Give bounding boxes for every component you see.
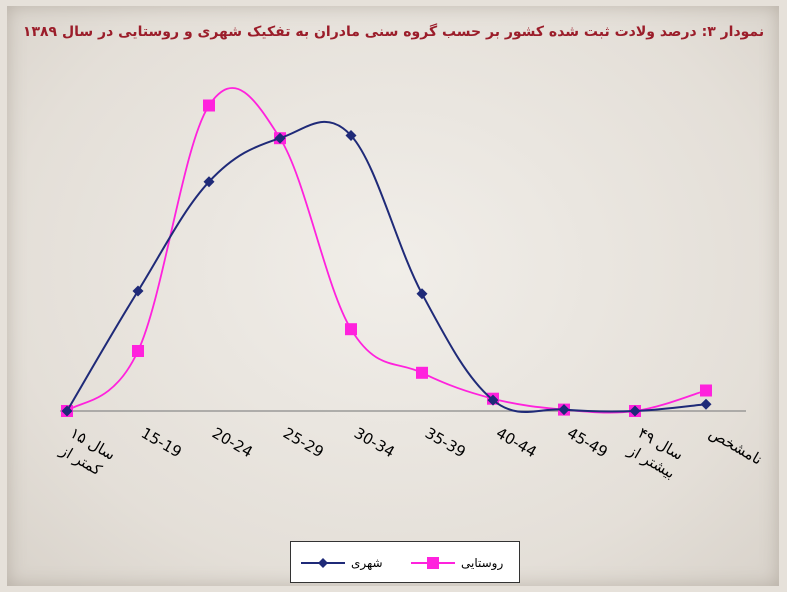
data-point-urban-8	[629, 405, 641, 417]
x-tick-label: 35-39	[422, 424, 469, 461]
chart-title: نمودار ۳: درصد ولادت ثبت شده کشور بر حسب…	[22, 24, 765, 40]
legend-swatch-urban	[301, 558, 345, 568]
legend-entry-rural: روستایی	[411, 554, 503, 572]
x-tick-label: ۴۹ سالبیشتر از	[624, 423, 688, 482]
x-tick-label: 25-29	[280, 424, 327, 461]
data-point-urban-6	[487, 394, 499, 406]
data-point-rural-2	[203, 99, 215, 112]
x-tick-label: 45-49	[564, 424, 611, 461]
data-point-rural-5	[416, 366, 428, 379]
x-tick-label: 20-24	[209, 424, 256, 461]
data-point-urban-9	[700, 398, 712, 410]
legend-label-urban: شهری	[351, 556, 383, 570]
x-tick-labels: ۱۵ سالکمتر از 15-19 20-24 25-29 30-34 35-39 40…	[56, 423, 765, 482]
x-tick-label: ۱۵ سالکمتر از	[56, 423, 118, 481]
data-point-urban-4	[345, 130, 357, 141]
data-point-urban-1	[132, 285, 144, 297]
legend-label-rural: روستایی	[461, 556, 504, 570]
data-point-rural-4	[345, 323, 357, 336]
data-point-urban-7	[558, 404, 570, 416]
legend-entry-urban: شهری	[301, 554, 383, 572]
data-point-rural-9	[700, 384, 712, 397]
x-tick-label: 15-19	[138, 424, 185, 461]
x-tick-label: نامشخص	[706, 424, 765, 469]
data-point-urban-5	[416, 288, 428, 300]
data-point-urban-2	[203, 176, 215, 188]
series-layer	[61, 87, 712, 417]
data-point-rural-1	[132, 345, 144, 357]
legend: شهری روستایی	[290, 541, 520, 583]
data-point-urban-3	[274, 132, 286, 144]
data-point-urban-0	[61, 405, 73, 417]
legend-swatch-rural	[411, 557, 455, 569]
x-tick-label: 30-34	[351, 424, 398, 461]
series-line-urban	[66, 120, 707, 413]
x-tick-label: 40-44	[493, 424, 540, 461]
